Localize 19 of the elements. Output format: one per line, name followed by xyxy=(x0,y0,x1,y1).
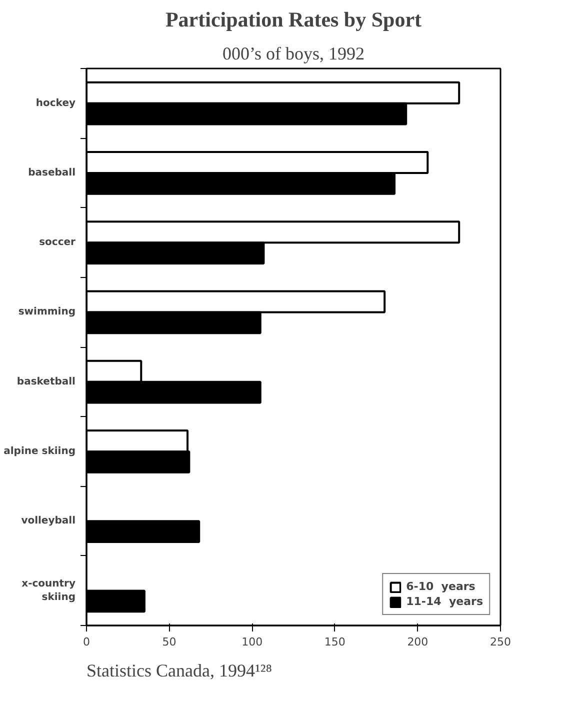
text: Statistics Canada, 1994¹²⁸ xyxy=(86,660,272,680)
x-tick-label: 250 xyxy=(490,636,511,648)
chart-subtitle: 000’s of boys, 1992 xyxy=(222,44,365,64)
y-tick-label: baseball xyxy=(28,167,76,178)
y-tick-label: basketball xyxy=(16,376,76,388)
x-tick-label: 50 xyxy=(162,636,176,648)
y-tick-label: x-country skiing xyxy=(22,578,76,603)
legend-label: 6-10 years xyxy=(406,580,476,593)
y-tick-label: hockey xyxy=(36,98,76,109)
chart-title: Participation Rates by Sport xyxy=(165,8,422,32)
y-tick-label: swimming xyxy=(18,306,76,318)
y-tick-label: soccer xyxy=(39,237,76,248)
x-tick-label: 150 xyxy=(324,636,346,648)
y-tick-label: volleyball xyxy=(21,516,76,527)
x-tick-label: 0 xyxy=(83,636,90,648)
x-tick-label: 100 xyxy=(242,636,263,648)
y-tick-label: alpine skiing xyxy=(4,446,76,457)
legend-label: 11-14 years xyxy=(406,595,483,608)
x-tick-label: 200 xyxy=(407,636,428,648)
